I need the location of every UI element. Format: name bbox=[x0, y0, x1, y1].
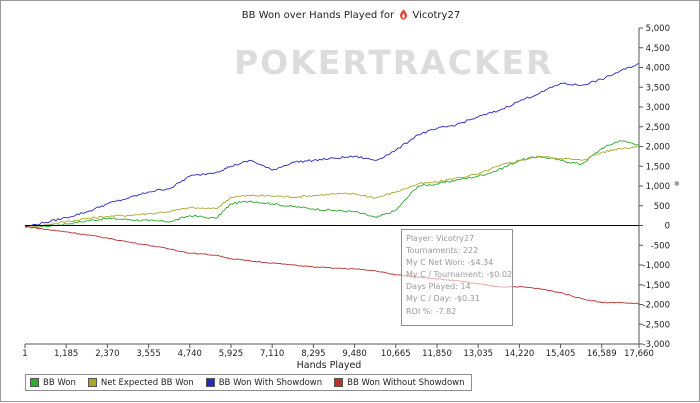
y-tick-label: 3,500 bbox=[646, 83, 670, 93]
tooltip-row: My C Net Won: -$4.34 bbox=[406, 257, 512, 269]
y-tick-label: -500 bbox=[651, 241, 670, 251]
y-tick-label: 4,000 bbox=[646, 64, 670, 74]
x-axis-ticks: 1 1,185 2,370 3,555 4,740 5,925 7,110 8,295 9,48… bbox=[22, 344, 654, 359]
tooltip-label: Player: bbox=[406, 234, 436, 243]
legend-item[interactable]: BB Won bbox=[30, 378, 76, 388]
pin-icon[interactable]: ⨳ bbox=[674, 179, 680, 189]
x-tick-label: 4,740 bbox=[178, 349, 202, 359]
legend-item[interactable]: BB Won With Showdown bbox=[205, 377, 323, 388]
player-name: Vicotry27 bbox=[412, 10, 461, 21]
tooltip-label: ROI %: bbox=[406, 306, 436, 316]
y-tick-label: 500 bbox=[654, 202, 670, 212]
legend-item[interactable]: Net Expected BB Won bbox=[87, 377, 194, 388]
x-tick-label: 8,295 bbox=[301, 349, 325, 359]
tooltip-value: Vicotry27 bbox=[436, 234, 475, 243]
tooltip-row: Tournaments: 222 bbox=[406, 245, 512, 257]
legend-swatch bbox=[205, 378, 215, 387]
legend-label: BB Won Without Showdown bbox=[347, 377, 465, 388]
x-tick-label: 5,925 bbox=[219, 349, 243, 359]
y-tick-label: 4,500 bbox=[646, 44, 670, 54]
tooltip-value: -$4.34 bbox=[467, 258, 494, 268]
tooltip-label: My C / Day: bbox=[406, 294, 454, 304]
tooltip-label: Days Played: bbox=[406, 282, 461, 292]
legend-label: Net Expected BB Won bbox=[100, 377, 194, 388]
x-tick-label: 14,220 bbox=[505, 349, 535, 359]
y-tick-label: 0 bbox=[665, 222, 670, 232]
series-line-net-expected-bb-won bbox=[24, 146, 640, 229]
legend-swatch bbox=[334, 378, 344, 387]
x-tick-label: 15,405 bbox=[546, 349, 576, 359]
tooltip-value: -$0.31 bbox=[454, 294, 480, 304]
tooltip-row: Player: Vicotry27 bbox=[406, 233, 512, 245]
legend-label: BB Won With Showdown bbox=[218, 377, 323, 388]
x-tick-label: 1 bbox=[22, 349, 27, 359]
tooltip-label: My C Net Won: bbox=[406, 258, 468, 268]
series-line-bb-won-without-showdown bbox=[24, 225, 640, 305]
tooltip-row: My C / Tournament: -$0.02 bbox=[406, 269, 512, 281]
x-axis-title: Hands Played bbox=[297, 360, 362, 371]
flame-icon bbox=[400, 9, 408, 20]
y-tick-label: -2,000 bbox=[643, 301, 670, 311]
y-tick-label: -1,000 bbox=[643, 261, 670, 271]
y-tick-label: 2,000 bbox=[646, 143, 670, 153]
y-tick-label: 1,500 bbox=[646, 162, 670, 172]
y-tick-label: -3,000 bbox=[643, 340, 670, 350]
y-axis-ticks: 5,000 4,500 4,000 3,500 3,000 2,500 2,000 1,500… bbox=[639, 24, 670, 350]
chart-title: BB Won over Hands Played for Vicotry27 bbox=[1, 9, 700, 21]
tooltip-value: -$0.02 bbox=[486, 270, 513, 280]
x-tick-label: 13,035 bbox=[463, 349, 493, 359]
tooltip-value: 222 bbox=[462, 246, 479, 256]
tooltip-row: Days Played: 14 bbox=[406, 281, 512, 293]
x-tick-label: 16,589 bbox=[587, 349, 617, 359]
x-tick-label: 7,110 bbox=[260, 349, 284, 359]
x-tick-label: 9,480 bbox=[342, 349, 366, 359]
legend-item[interactable]: BB Won Without Showdown bbox=[334, 377, 465, 388]
y-tick-label: 5,000 bbox=[646, 24, 670, 34]
legend-label: BB Won bbox=[43, 377, 76, 388]
legend-swatch bbox=[87, 378, 97, 387]
legend: BB Won Net Expected BB Won BB Won With Sho… bbox=[25, 374, 472, 391]
y-tick-label: 1,000 bbox=[646, 182, 670, 192]
tooltip-row: My C / Day: -$0.31 bbox=[406, 293, 512, 305]
tooltip-row: ROI %: -7.82 bbox=[406, 306, 512, 318]
chart-title-prefix: BB Won over Hands Played for bbox=[241, 10, 395, 21]
x-tick-label: 3,555 bbox=[136, 349, 160, 359]
stats-tooltip: Player: Vicotry27 Tournaments: 222 My C Ne… bbox=[401, 229, 513, 326]
y-tick-label: -1,500 bbox=[643, 281, 670, 291]
legend-swatch bbox=[30, 378, 39, 387]
y-tick-label: -2,500 bbox=[643, 320, 670, 330]
tooltip-label: Tournaments: bbox=[406, 246, 463, 256]
y-tick-label: 3,000 bbox=[646, 103, 670, 113]
x-tick-label: 17,660 bbox=[624, 349, 654, 359]
y-tick-label: 2,500 bbox=[646, 123, 670, 133]
x-tick-label: 10,665 bbox=[381, 349, 411, 359]
x-tick-label: 11,850 bbox=[422, 349, 452, 359]
x-tick-label: 2,370 bbox=[95, 349, 119, 359]
tooltip-value: 14 bbox=[460, 282, 471, 292]
tooltip-label: My C / Tournament: bbox=[406, 270, 487, 280]
series-line-bb-won-with-showdown bbox=[24, 63, 640, 228]
series-lines bbox=[24, 63, 640, 305]
watermark-text: POKERTRACKER bbox=[234, 43, 554, 82]
tooltip-value: -7.82 bbox=[435, 306, 457, 316]
x-tick-label: 1,185 bbox=[54, 349, 78, 359]
